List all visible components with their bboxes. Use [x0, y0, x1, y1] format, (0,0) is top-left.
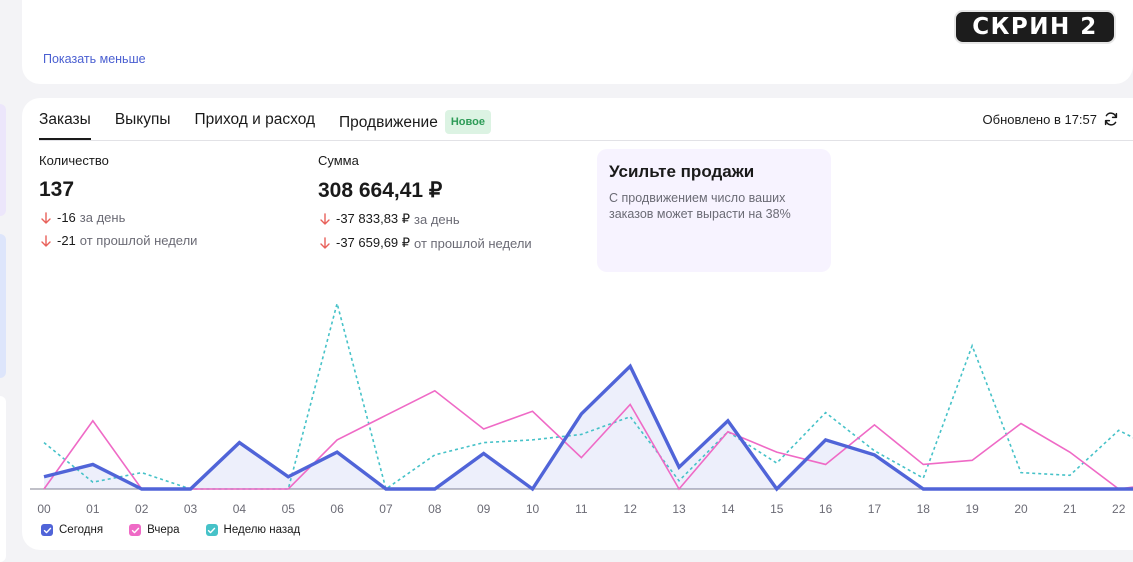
checkbox-icon[interactable] — [129, 524, 142, 536]
arrow-down-icon — [41, 234, 51, 247]
new-badge: Новое — [444, 110, 491, 134]
legend-label-week-ago: Неделю назад — [223, 524, 301, 536]
metric-count-value: 137 — [39, 178, 75, 201]
metric-count: Количество 137 -16 за день -21 от прошло… — [39, 153, 197, 248]
tab-income-expense[interactable]: Приход и расход — [195, 110, 315, 140]
sum-week-value: -37 659,69 ₽ — [336, 235, 411, 250]
arrow-down-icon — [41, 211, 51, 224]
updated-status: Обновлено в 17:57 — [983, 111, 1119, 127]
metric-sum: Сумма 308 664,41 ₽ -37 833,83 ₽ за день … — [318, 153, 532, 251]
promo-card[interactable]: Усильте продажи С продвижением число ваш… — [597, 149, 831, 272]
promo-title: Усильте продажи — [609, 162, 755, 181]
metric-sum-day-delta: -37 833,83 ₽ за день — [318, 211, 532, 227]
legend-item-week-ago[interactable]: Неделю назад — [205, 524, 301, 536]
count-day-note: за день — [79, 210, 126, 225]
tab-buyouts-label: Выкупы — [114, 111, 171, 128]
top-card — [22, 0, 1133, 84]
tab-orders-label: Заказы — [39, 111, 91, 128]
show-less-link[interactable]: Показать меньше — [43, 52, 146, 66]
arrow-down-icon — [320, 237, 330, 249]
tabs: Заказы Выкупы Приход и расход Продвижени… — [39, 110, 491, 142]
metric-count-label: Количество — [39, 153, 109, 168]
chart-legend: Сегодня Вчера Неделю назад — [41, 524, 300, 536]
updated-text: Обновлено в 17:57 — [982, 111, 1097, 127]
metric-sum-week-delta: -37 659,69 ₽ от прошлой недели — [318, 235, 532, 251]
metric-count-day-delta: -16 за день — [39, 210, 197, 225]
screen-label-badge: СКРИН 2 — [954, 10, 1116, 44]
sum-day-note: за день — [414, 211, 460, 227]
side-card-1 — [0, 104, 6, 216]
metric-sum-value: 308 664,41 ₽ — [318, 179, 443, 202]
metric-sum-label: Сумма — [318, 153, 359, 168]
orders-card: Заказы Выкупы Приход и расход Продвижени… — [22, 98, 1133, 550]
side-card-2 — [0, 234, 6, 378]
metric-count-week-delta: -21 от прошлой недели — [39, 233, 197, 248]
tab-income-expense-label: Приход и расход — [194, 111, 316, 128]
side-card-3 — [0, 396, 6, 562]
count-week-value: -21 — [57, 233, 76, 248]
count-week-note: от прошлой недели — [79, 233, 198, 248]
sum-week-note: от прошлой недели — [414, 235, 532, 251]
count-day-value: -16 — [57, 210, 76, 225]
tab-buyouts[interactable]: Выкупы — [115, 110, 171, 140]
checkbox-icon[interactable] — [41, 524, 53, 536]
sum-day-value: -37 833,83 ₽ — [336, 211, 411, 226]
tabs-divider — [39, 140, 1133, 141]
legend-item-yesterday[interactable]: Вчера — [129, 524, 180, 536]
legend-label-today: Сегодня — [59, 524, 104, 536]
legend-item-today[interactable]: Сегодня — [41, 524, 103, 536]
tab-orders[interactable]: Заказы — [39, 110, 91, 140]
legend-label-yesterday: Вчера — [147, 524, 180, 536]
refresh-icon[interactable] — [1103, 111, 1119, 127]
checkbox-icon[interactable] — [205, 524, 218, 536]
tab-promotion[interactable]: Продвижение Новое — [339, 110, 491, 140]
tab-promotion-label: Продвижение — [339, 114, 438, 131]
promo-text: С продвижением число ваших заказов может… — [609, 191, 791, 221]
arrow-down-icon — [320, 213, 330, 225]
